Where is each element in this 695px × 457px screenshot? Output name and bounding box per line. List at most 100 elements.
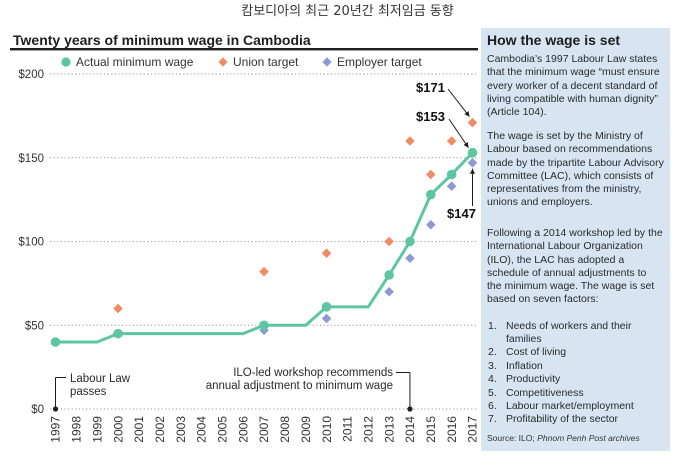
- value-labels: $171 $153 $147: [416, 80, 476, 221]
- event-note-text: passes: [70, 386, 107, 398]
- y-tick-label-50: $50: [25, 320, 44, 332]
- actual-wage-point-2016: [446, 169, 457, 180]
- info-paragraph-line: (Article 104).: [487, 106, 547, 119]
- value-label-arrow-line: [447, 88, 470, 117]
- factor-text-line: Profitability of the sector: [506, 413, 619, 426]
- y-tick-label-100: $100: [18, 237, 44, 249]
- info-paragraph-line: Cambodia’s 1997 Labour Law states: [487, 53, 658, 65]
- factor-text: Competitiveness: [506, 387, 634, 400]
- factor-number: 1.: [488, 319, 497, 332]
- value-label-171: $171: [416, 80, 470, 117]
- union-target-point-2015: [426, 169, 436, 180]
- value-label-text: $147: [447, 206, 476, 221]
- factor-text-line: Competitiveness: [506, 386, 584, 399]
- union-target-point-2014: [405, 136, 415, 146]
- info-paragraph-line: every worker of a decent standard of: [487, 79, 658, 92]
- value-label-arrow-line: [448, 118, 469, 149]
- info-paragraph-line: Labour based on recommendations: [487, 143, 653, 156]
- factor-text-line: Inflation: [506, 359, 543, 372]
- factor-number: 6.: [488, 399, 497, 412]
- factor-item-7: 7. Profitability of the sector: [487, 413, 634, 426]
- factor-text: Labour market/employment: [506, 400, 634, 413]
- x-tick-label-2011: 2011: [341, 416, 355, 442]
- legend-swatch-employer-target: [322, 57, 332, 67]
- union-target-point-2010: [321, 248, 332, 259]
- x-tick-label-2009: 2009: [299, 416, 313, 443]
- y-tick-label-150: $150: [18, 153, 44, 165]
- union-target-point-2000: [113, 303, 123, 314]
- x-tick-label-2016: 2016: [445, 416, 459, 443]
- x-tick-label-2006: 2006: [236, 416, 250, 443]
- info-paragraph-line: unions and employers.: [487, 196, 593, 209]
- employer-target-point-2013: [384, 286, 394, 297]
- employer-target-point-2016: [446, 181, 457, 192]
- x-tick-label-1999: 1999: [90, 416, 104, 443]
- x-tick-label-2008: 2008: [278, 416, 292, 443]
- value-label-text: $153: [416, 109, 445, 124]
- x-tick-label-2003: 2003: [174, 416, 188, 443]
- actual-wage-point-2007: [259, 320, 269, 331]
- factor-item-6: 6. Labour market/employment: [487, 400, 634, 413]
- factor-text: Inflation: [506, 360, 634, 373]
- source-publication: Phnom Penh Post archives: [537, 433, 640, 443]
- x-tick-label-2017: 2017: [466, 416, 480, 443]
- factor-item-5: 5. Competitiveness: [487, 387, 634, 400]
- factor-text: Productivity: [506, 373, 634, 386]
- event-note-text: ILO-led workshop recommends: [233, 367, 393, 379]
- legend-label-actual-minimum-wage: Actual minimum wage: [76, 55, 194, 69]
- event-note-text: annual adjustment to minimum wage: [206, 380, 393, 392]
- info-paragraph-line: schedule of annual adjustments to: [487, 266, 647, 279]
- actual-wage-points: [50, 147, 478, 347]
- y-axis-labels: $0 $50 $100 $150 $200: [18, 69, 44, 416]
- actual-wage-line: [54, 151, 474, 344]
- y-tick-label-200: $200: [18, 69, 44, 81]
- union-target-point-2017: [467, 117, 478, 128]
- value-label-147: $147: [447, 168, 476, 221]
- factor-text-line: Labour market/employment: [506, 399, 634, 412]
- employer-target-point-2015: [426, 219, 436, 230]
- event-note-text: Labour Law: [70, 373, 131, 385]
- info-panel-title: How the wage is set: [487, 32, 621, 48]
- factor-list: 1. Needs of workers and their families 2. Co…: [487, 320, 634, 427]
- factor-text: Cost of living: [506, 346, 634, 359]
- info-paragraph-line: based on seven factors:: [487, 293, 599, 306]
- x-tick-label-2014: 2014: [403, 416, 417, 443]
- chart-legend: Actual minimum wage Union target Employer …: [61, 55, 422, 69]
- x-tick-label-1998: 1998: [70, 416, 84, 443]
- info-paragraph-line: Committee (LAC), which consists of: [487, 169, 654, 182]
- info-paragraph-line: The wage is set by the Ministry of: [487, 130, 643, 142]
- value-label-arrow-head: [469, 168, 476, 174]
- factor-number: 2.: [488, 346, 497, 359]
- info-panel: How the wage is set Cambodia’s 1997 Labo…: [481, 28, 670, 451]
- factor-text-line: Productivity: [506, 373, 561, 386]
- value-label-153: $153: [416, 109, 469, 149]
- x-tick-label-2013: 2013: [382, 416, 396, 443]
- source-note: Source: ILO; Phnom Penh Post archives: [487, 433, 640, 444]
- x-tick-label-1997: 1997: [49, 416, 63, 443]
- factor-item-2: 2. Cost of living: [487, 346, 634, 359]
- info-paragraph-line: representatives from the ministry,: [487, 183, 642, 196]
- factor-item-1: 1. Needs of workers and their families: [487, 320, 634, 347]
- factor-text-line: families: [506, 332, 542, 345]
- factor-number: 7.: [488, 413, 497, 426]
- legend-swatch-actual-minimum-wage: [61, 57, 71, 67]
- info-paragraph-line: International Labour Organization: [487, 240, 643, 253]
- info-paragraph-line: made by the tripartite Labour Advisory: [487, 156, 664, 169]
- factor-text-line: Needs of workers and their: [506, 319, 632, 332]
- factor-text: Profitability of the sector: [506, 413, 634, 426]
- chart-title: Twenty years of minimum wage in Cambodia: [13, 32, 311, 48]
- union-target-points: [113, 117, 478, 314]
- x-tick-label-2002: 2002: [153, 416, 167, 443]
- actual-wage-point-2017: [467, 147, 478, 158]
- employer-target-point-2010: [321, 313, 332, 324]
- info-paragraph-3: Following a 2014 workshop led by the Inte…: [487, 227, 663, 307]
- x-tick-label-2015: 2015: [424, 416, 438, 443]
- minimum-wage-chart: Twenty years of minimum wage in Cambodia…: [10, 32, 480, 443]
- event-note-axis-dot: [407, 406, 413, 412]
- info-paragraph-2: The wage is set by the Ministry of Labour…: [487, 130, 664, 210]
- employer-target-points: [259, 157, 478, 336]
- info-paragraph-1: Cambodia’s 1997 Labour Law states that th…: [487, 53, 660, 119]
